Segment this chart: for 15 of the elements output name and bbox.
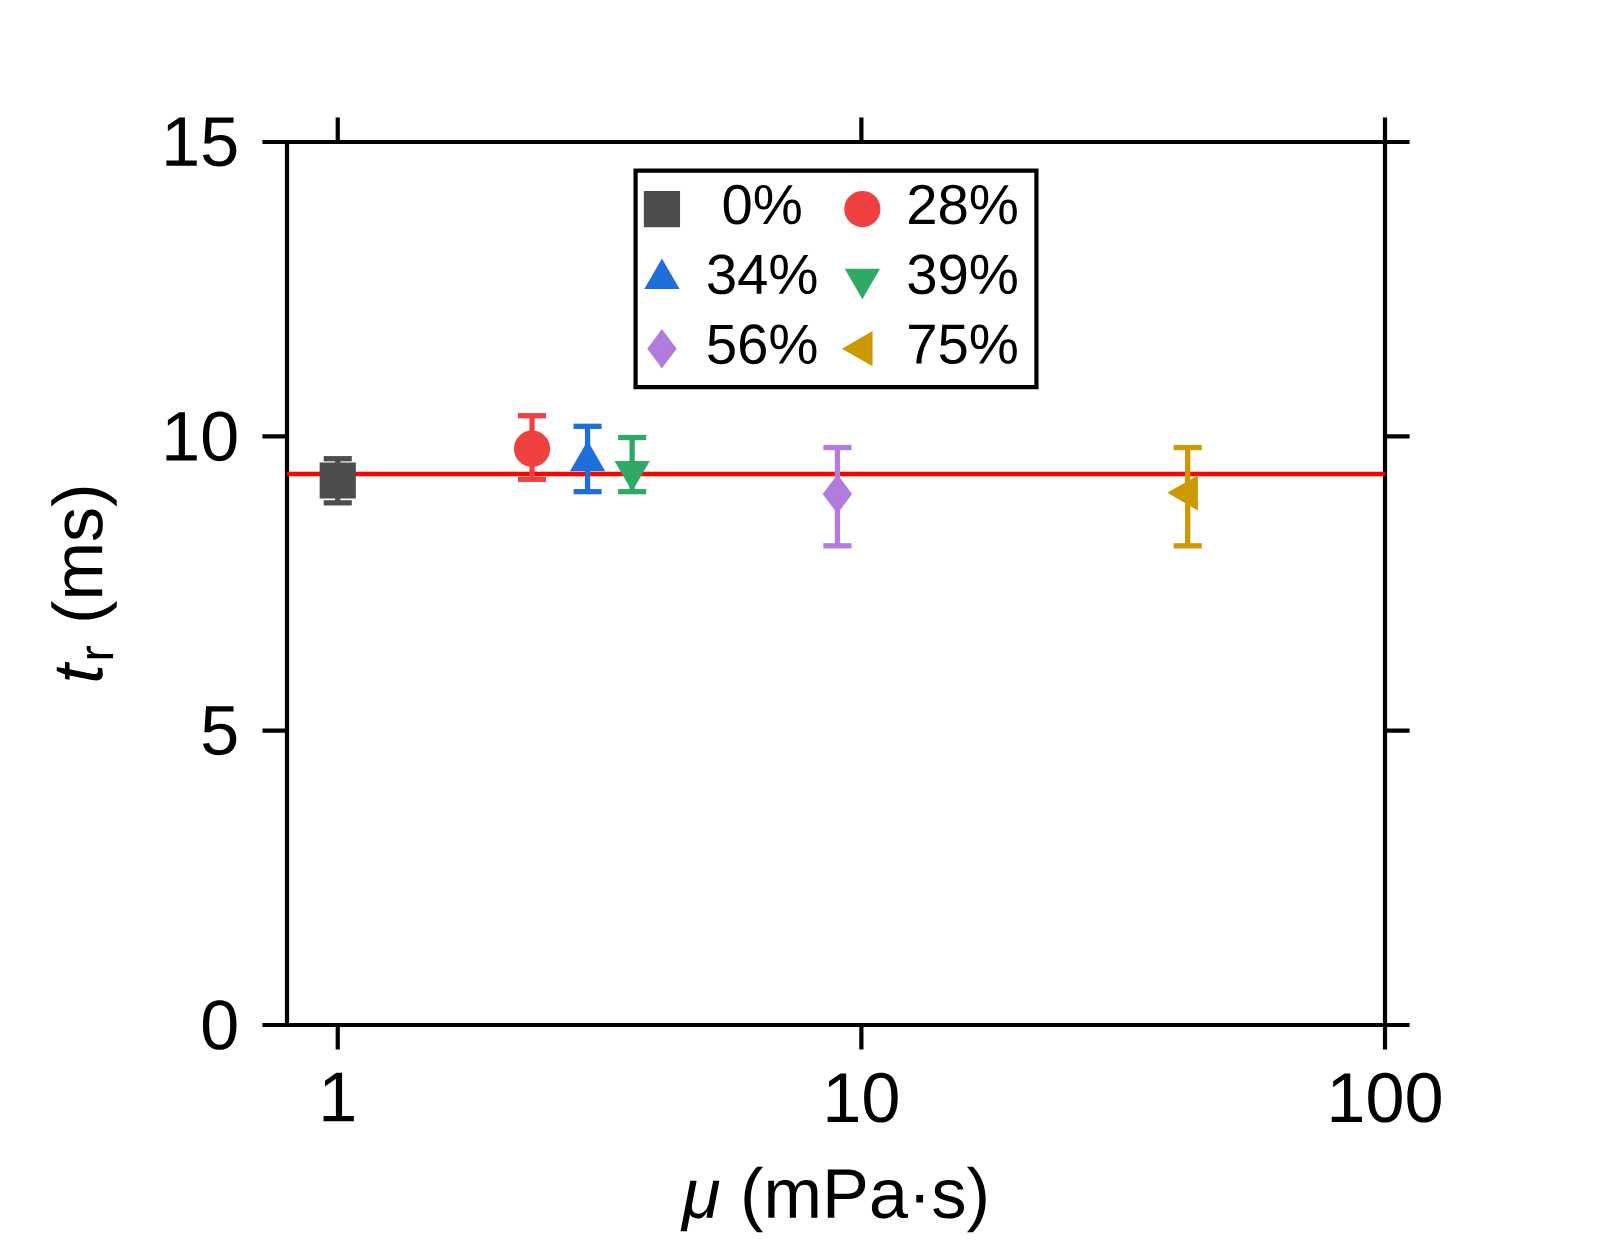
legend-label: 28% [909, 184, 1017, 225]
y-tick-label: 5 [202, 705, 237, 755]
y-tick-label: 10 [166, 411, 237, 461]
y-axis-title: t$_{r}$ (ms) [51, 487, 117, 681]
legend-label: 0% [723, 184, 801, 225]
x-tick-label: 1 [323, 1072, 354, 1121]
legend-label: 34% [708, 254, 817, 295]
x-tick-label: 100 [1331, 1072, 1441, 1123]
x-tick-label: 10 [827, 1072, 898, 1123]
x-axis-title: μ (mPa·s) [680, 1166, 986, 1233]
y-tick-label: 15 [166, 117, 237, 167]
legend-label: 39% [908, 254, 1017, 295]
y-tick-label: 0 [202, 999, 237, 1050]
legend-label: 75% [909, 324, 1017, 364]
legend-label: 56% [708, 324, 817, 364]
